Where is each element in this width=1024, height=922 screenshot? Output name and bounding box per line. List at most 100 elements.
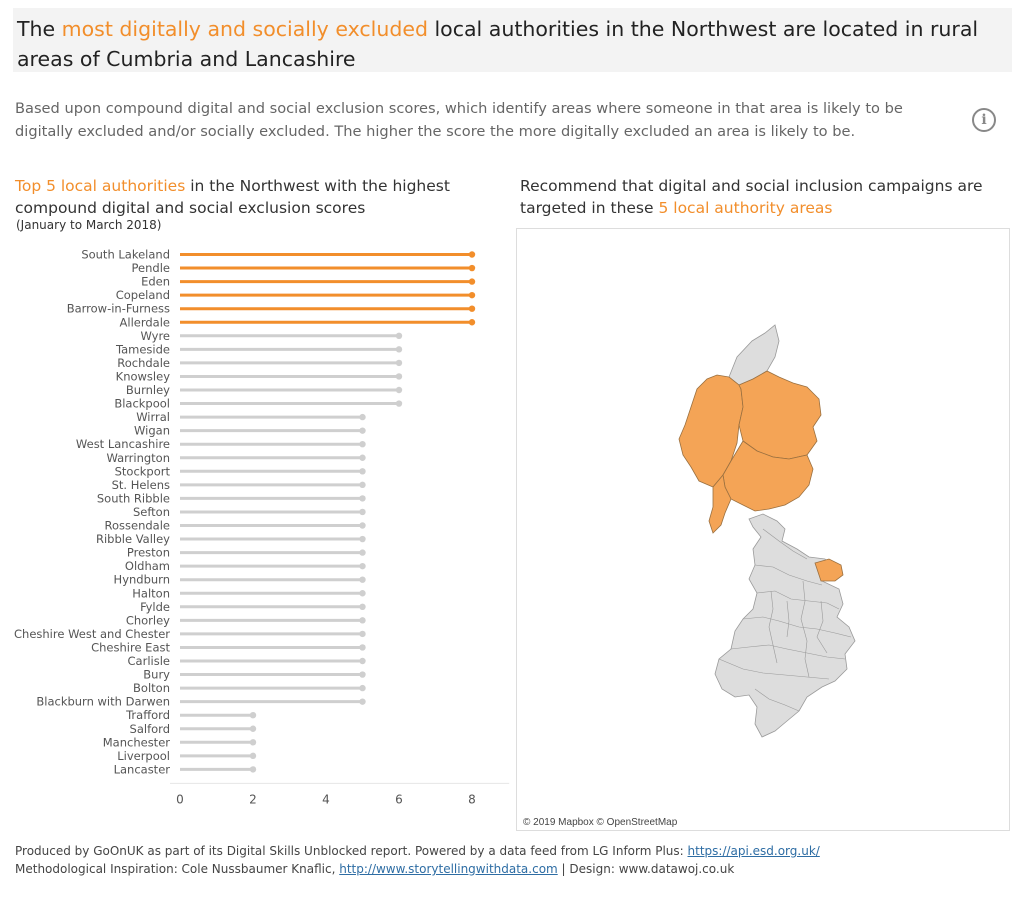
bar-dot-south-lakeland[interactable] xyxy=(468,251,476,258)
category-label-barrow-in-furness: Barrow-in-Furness xyxy=(67,302,170,316)
category-label-sefton: Sefton xyxy=(133,505,170,519)
bar-dot-burnley[interactable] xyxy=(395,386,403,394)
bar-dot-west-lancashire[interactable] xyxy=(359,441,366,448)
category-label-preston: Preston xyxy=(127,546,170,560)
bar-dot-halton[interactable] xyxy=(359,590,366,597)
bar-dot-fylde[interactable] xyxy=(359,603,366,610)
bar-dot-bolton[interactable] xyxy=(359,684,366,692)
category-label-warrington: Warrington xyxy=(106,451,170,465)
map-heading: Recommend that digital and social inclus… xyxy=(520,175,1010,219)
category-label-hyndburn: Hyndburn xyxy=(114,573,170,587)
chart-heading-end: scores xyxy=(315,199,366,217)
category-label-wirral: Wirral xyxy=(136,410,170,424)
x-tick-label-0: 0 xyxy=(176,792,184,806)
category-label-blackpool: Blackpool xyxy=(114,397,170,411)
lollipop-chart: South LakelandPendleEdenCopelandBarrow-i… xyxy=(14,248,510,806)
category-label-fylde: Fylde xyxy=(140,600,170,614)
bar-dot-st-helens[interactable] xyxy=(359,481,366,489)
chart-heading: Top 5 local authorities in the Northwest… xyxy=(15,175,495,219)
category-label-wigan: Wigan xyxy=(134,424,170,438)
category-label-salford: Salford xyxy=(130,722,170,736)
bar-dot-wigan[interactable] xyxy=(359,427,366,434)
category-label-oldham: Oldham xyxy=(125,559,170,573)
map-region-pendle[interactable] xyxy=(814,558,844,582)
bar-dot-blackburn-with-darwen[interactable] xyxy=(359,698,366,705)
bar-dot-wirral[interactable] xyxy=(359,413,366,421)
bar-dot-pendle[interactable] xyxy=(468,264,476,272)
bar-dot-tameside[interactable] xyxy=(395,346,403,353)
footer-design-text: | Design: www.datawoj.co.uk xyxy=(557,862,735,876)
category-label-st-helens: St. Helens xyxy=(112,478,170,492)
x-tick-label-8: 8 xyxy=(468,792,476,806)
category-label-bury: Bury xyxy=(143,668,170,682)
map-panel[interactable]: © 2019 Mapbox © OpenStreetMap xyxy=(516,228,1010,831)
bar-dot-warrington[interactable] xyxy=(359,454,366,461)
bar-dot-knowsley[interactable] xyxy=(395,373,403,380)
category-label-tameside: Tameside xyxy=(115,342,170,356)
footer-credit-text: Produced by GoOnUK as part of its Digita… xyxy=(15,844,688,858)
map-heading-text: Recommend that digital and social inclus… xyxy=(520,177,983,217)
map-attribution: © 2019 Mapbox © OpenStreetMap xyxy=(523,817,678,828)
bar-dot-cheshire-east[interactable] xyxy=(359,644,366,651)
footer-storytelling-link[interactable]: http://www.storytellingwithdata.com xyxy=(339,862,558,876)
category-label-bolton: Bolton xyxy=(133,681,170,695)
category-label-rossendale: Rossendale xyxy=(105,519,170,533)
map-heading-highlight: 5 local authority areas xyxy=(658,199,833,217)
bar-dot-copeland[interactable] xyxy=(468,291,476,299)
northwest-map[interactable]: © 2019 Mapbox © OpenStreetMap xyxy=(517,229,1011,832)
bar-dot-chorley[interactable] xyxy=(359,617,366,624)
page-title: The most digitally and socially excluded… xyxy=(17,14,997,74)
x-tick-label-4: 4 xyxy=(322,792,330,806)
category-label-manchester: Manchester xyxy=(103,735,171,749)
bar-dot-rossendale[interactable] xyxy=(359,522,366,529)
bar-dot-barrow-in-furness[interactable] xyxy=(468,305,476,312)
footer: Produced by GoOnUK as part of its Digita… xyxy=(15,842,1005,878)
bar-dot-allerdale[interactable] xyxy=(468,319,476,326)
category-label-south-lakeland: South Lakeland xyxy=(81,248,170,262)
category-label-west-lancashire: West Lancashire xyxy=(76,437,170,451)
title-bar: The most digitally and socially excluded… xyxy=(13,8,1012,72)
map-region-eden[interactable] xyxy=(738,370,822,460)
chart-subheading: (January to March 2018) xyxy=(16,218,162,232)
bar-dot-lancaster[interactable] xyxy=(249,766,257,773)
category-label-ribble-valley: Ribble Valley xyxy=(96,532,170,546)
category-label-copeland: Copeland xyxy=(116,288,170,302)
bar-dot-eden[interactable] xyxy=(468,278,476,285)
bar-dot-salford[interactable] xyxy=(249,725,257,732)
category-label-chorley: Chorley xyxy=(126,613,170,627)
bar-dot-trafford[interactable] xyxy=(249,712,257,719)
map-region-barrow[interactable] xyxy=(708,474,732,534)
bar-dot-ribble-valley[interactable] xyxy=(359,535,366,543)
bar-dot-cheshire-west-and-chester[interactable] xyxy=(359,630,366,638)
description-text: Based upon compound digital and social e… xyxy=(15,100,903,140)
category-label-halton: Halton xyxy=(132,586,170,600)
category-label-pendle: Pendle xyxy=(132,261,170,275)
bar-dot-stockport[interactable] xyxy=(359,468,366,475)
bar-dot-blackpool[interactable] xyxy=(395,400,403,407)
bar-dot-rochdale[interactable] xyxy=(395,359,403,367)
map-region-south-lakeland[interactable] xyxy=(722,440,814,512)
category-label-cheshire-east: Cheshire East xyxy=(91,640,170,654)
bar-dot-wyre[interactable] xyxy=(395,332,403,339)
chart-heading-highlight: Top 5 local authorities xyxy=(15,177,186,195)
bar-dot-carlisle[interactable] xyxy=(359,657,366,665)
footer-inspiration-text: Methodological Inspiration: Cole Nussbau… xyxy=(15,862,340,876)
footer-api-link[interactable]: https://api.esd.org.uk/ xyxy=(687,844,820,858)
bar-dot-liverpool[interactable] xyxy=(249,752,257,760)
bar-dot-sefton[interactable] xyxy=(359,508,366,516)
bar-dot-hyndburn[interactable] xyxy=(359,576,366,583)
bar-dot-manchester[interactable] xyxy=(249,739,257,746)
category-label-allerdale: Allerdale xyxy=(120,315,170,329)
category-label-wyre: Wyre xyxy=(140,329,170,343)
category-label-trafford: Trafford xyxy=(125,708,170,722)
info-icon[interactable]: i xyxy=(972,108,996,132)
x-tick-label-6: 6 xyxy=(395,792,403,806)
chart-heading-middle: in the Northwest with the highest compou… xyxy=(15,177,450,217)
bar-dot-bury[interactable] xyxy=(359,671,366,678)
bar-dot-preston[interactable] xyxy=(359,549,366,556)
bar-dot-south-ribble[interactable] xyxy=(359,495,366,502)
bar-dot-oldham[interactable] xyxy=(359,562,366,570)
map-region-south[interactable] xyxy=(714,513,856,738)
category-label-lancaster: Lancaster xyxy=(114,762,171,776)
category-label-carlisle: Carlisle xyxy=(128,654,170,668)
